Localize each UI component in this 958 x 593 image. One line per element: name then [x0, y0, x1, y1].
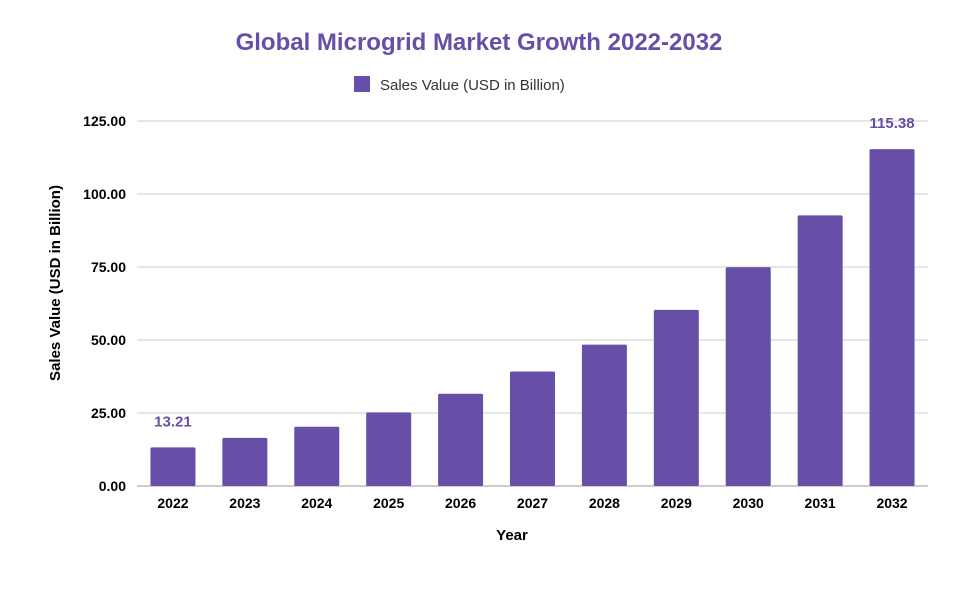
x-tick-label: 2031: [805, 495, 836, 511]
gridlines: [137, 120, 928, 487]
y-tick-label: 125.00: [83, 113, 126, 129]
bar-2028: [581, 344, 627, 486]
data-label: 13.21: [154, 413, 192, 430]
legend: Sales Value (USD in Billion): [354, 76, 565, 94]
y-axis-label: Sales Value (USD in Billion): [47, 185, 64, 381]
legend-swatch: [354, 76, 370, 92]
x-tick-label: 2028: [589, 495, 620, 511]
y-tick-label: 75.00: [91, 259, 126, 275]
bar-2022: [150, 447, 196, 486]
bar-2024: [294, 426, 340, 486]
y-tick-label: 100.00: [83, 186, 126, 202]
bar-2023: [222, 437, 268, 486]
y-axis-ticks: 0.00 25.00 50.00 75.00 100.00 125.00: [83, 113, 126, 494]
y-tick-label: 50.00: [91, 332, 126, 348]
data-labels: 13.21 115.38: [154, 115, 914, 430]
bar-2027: [510, 371, 555, 486]
legend-label: Sales Value (USD in Billion): [380, 77, 565, 94]
chart-title: Global Microgrid Market Growth 2022-2032: [236, 29, 723, 56]
bar-2031: [797, 215, 843, 487]
bar-2025: [366, 412, 412, 486]
x-axis-ticks: 2022 2023 2024 2025 2026 2027 2028 2029 2030 2031…: [157, 495, 907, 511]
x-tick-label: 2029: [661, 495, 692, 511]
x-tick-label: 2025: [373, 495, 404, 511]
x-tick-label: 2026: [445, 495, 476, 511]
bar-2030: [725, 267, 771, 486]
bars: [150, 149, 915, 487]
x-tick-label: 2032: [876, 495, 907, 511]
x-tick-label: 2030: [733, 495, 764, 511]
y-tick-label: 25.00: [91, 405, 126, 421]
x-axis-label: Year: [496, 527, 528, 544]
x-tick-label: 2023: [229, 495, 260, 511]
bar-2032: [869, 149, 915, 486]
y-tick-label: 0.00: [99, 478, 126, 494]
data-label: 115.38: [870, 115, 915, 132]
x-tick-label: 2022: [157, 495, 188, 511]
bar-2029: [653, 309, 699, 486]
bar-2026: [438, 393, 484, 486]
x-tick-label: 2024: [301, 495, 332, 511]
x-tick-label: 2027: [517, 495, 548, 511]
